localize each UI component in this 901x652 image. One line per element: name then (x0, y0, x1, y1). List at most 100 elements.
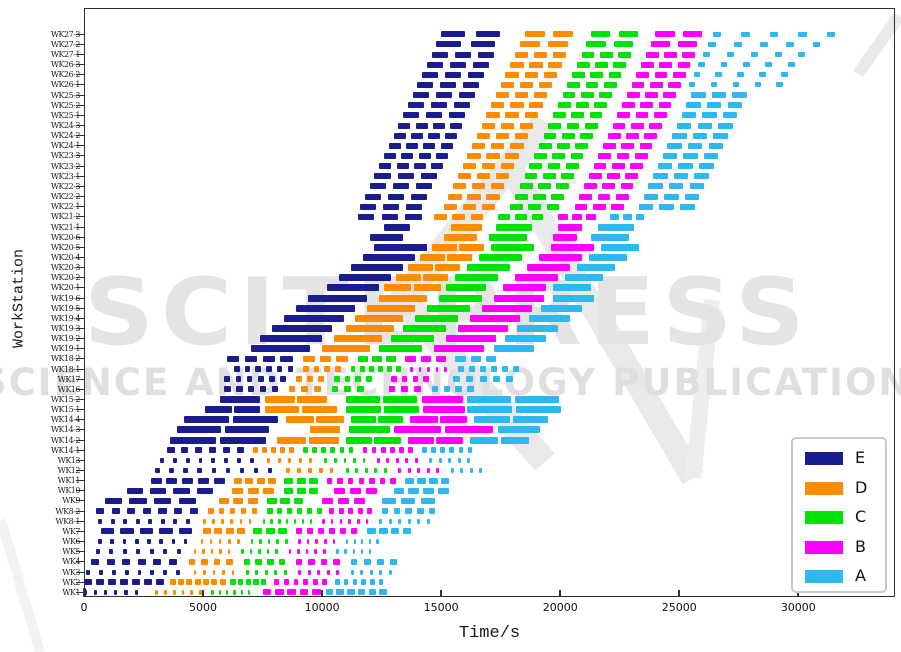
gantt-bar (314, 386, 321, 393)
gantt-bar (432, 122, 445, 129)
gantt-bar (680, 203, 695, 210)
gantt-bar (293, 497, 303, 504)
x-tick-label: 10000 (304, 601, 340, 614)
gantt-bar (194, 579, 201, 586)
gantt-bar (776, 82, 783, 88)
gantt-bar (244, 355, 258, 362)
gantt-bar (368, 539, 372, 545)
gantt-bar (148, 518, 153, 524)
gantt-bar (227, 539, 231, 545)
gantt-bar (732, 92, 747, 99)
y-tick-label: WK24-2 (50, 131, 81, 141)
gantt-bar (288, 549, 292, 555)
gantt-bar (553, 284, 592, 292)
legend-swatch (805, 511, 843, 524)
gantt-bar (455, 355, 466, 362)
gantt-bar (318, 528, 324, 535)
gantt-bar (457, 457, 461, 463)
gantt-bar (159, 539, 163, 545)
gantt-bar (376, 539, 379, 545)
gantt-bar (630, 163, 643, 170)
gantt-bar (420, 355, 432, 362)
gantt-bar (686, 102, 701, 109)
gantt-bar (277, 508, 283, 515)
gantt-bar (445, 132, 458, 139)
gantt-bar (298, 539, 301, 545)
gantt-bar (349, 426, 390, 434)
gantt-bar (333, 558, 340, 565)
gantt-bar (296, 487, 306, 494)
gantt-bar (322, 497, 334, 504)
gantt-bar (503, 284, 546, 292)
gantt-bar (350, 264, 404, 272)
gantt-bar (322, 579, 328, 586)
gantt-bar (676, 122, 692, 129)
gantt-bar (439, 416, 468, 424)
gantt-bar (297, 468, 301, 474)
gantt-bar (94, 589, 98, 595)
gantt-bar (708, 142, 724, 149)
y-tick-label: WK23-1 (50, 171, 81, 181)
gantt-bar (343, 579, 349, 586)
gantt-bar (224, 457, 228, 463)
y-tick (76, 327, 84, 329)
gantt-bar (631, 81, 645, 88)
y-tick (76, 470, 84, 472)
gantt-bar (422, 396, 463, 403)
gantt-bar (275, 549, 278, 555)
gantt-bar (307, 569, 311, 575)
gantt-bar (546, 203, 560, 210)
gantt-bar (267, 539, 271, 545)
gantt-bar (481, 163, 495, 170)
y-tick (76, 541, 84, 543)
gantt-bar (369, 477, 375, 484)
gantt-bar (226, 589, 229, 595)
y-tick-label: WK20-3 (50, 263, 81, 273)
gantt-bar (617, 112, 631, 119)
gantt-bar (715, 72, 723, 78)
gantt-bar (672, 132, 687, 139)
gantt-bar (312, 447, 317, 454)
gantt-bar (360, 203, 377, 210)
legend-entry: B (793, 534, 889, 561)
gantt-bar (405, 457, 409, 463)
y-tick-label: WK26-2 (50, 70, 81, 80)
gantt-bar (137, 569, 142, 575)
gantt-bar (636, 71, 650, 78)
y-tick (76, 256, 84, 258)
gantt-bar (147, 539, 151, 545)
gantt-bar (458, 92, 475, 99)
gantt-bar (576, 102, 589, 109)
gantt-bar (307, 508, 313, 515)
gantt-bar (221, 518, 225, 524)
gantt-bar (769, 31, 779, 37)
y-tick (76, 439, 84, 441)
gantt-bar (211, 457, 216, 463)
gantt-bar (166, 477, 178, 484)
gantt-bar (580, 92, 594, 99)
y-tick (76, 236, 84, 238)
gantt-bar (550, 243, 594, 251)
gantt-bar (163, 569, 167, 575)
gantt-bar (353, 497, 365, 504)
gantt-bar (621, 142, 635, 149)
gantt-bar (429, 457, 433, 463)
gantt-bar (557, 142, 570, 149)
gantt-bar (556, 183, 569, 190)
y-tick (76, 125, 84, 127)
gantt-bar (267, 468, 272, 474)
y-tick (76, 307, 84, 309)
gantt-bar (234, 406, 261, 414)
gantt-bar (367, 304, 415, 312)
gantt-bar (548, 122, 562, 129)
gantt-bar (337, 477, 343, 484)
gantt-bar (295, 304, 356, 312)
gantt-bar (408, 447, 413, 454)
gantt-bar (574, 203, 588, 210)
gantt-bar (468, 71, 485, 78)
gantt-bar (316, 416, 344, 424)
y-tick (76, 226, 84, 228)
gantt-bar (699, 163, 714, 170)
gantt-bar (190, 589, 193, 595)
y-tick-label: WK20-2 (50, 273, 81, 283)
